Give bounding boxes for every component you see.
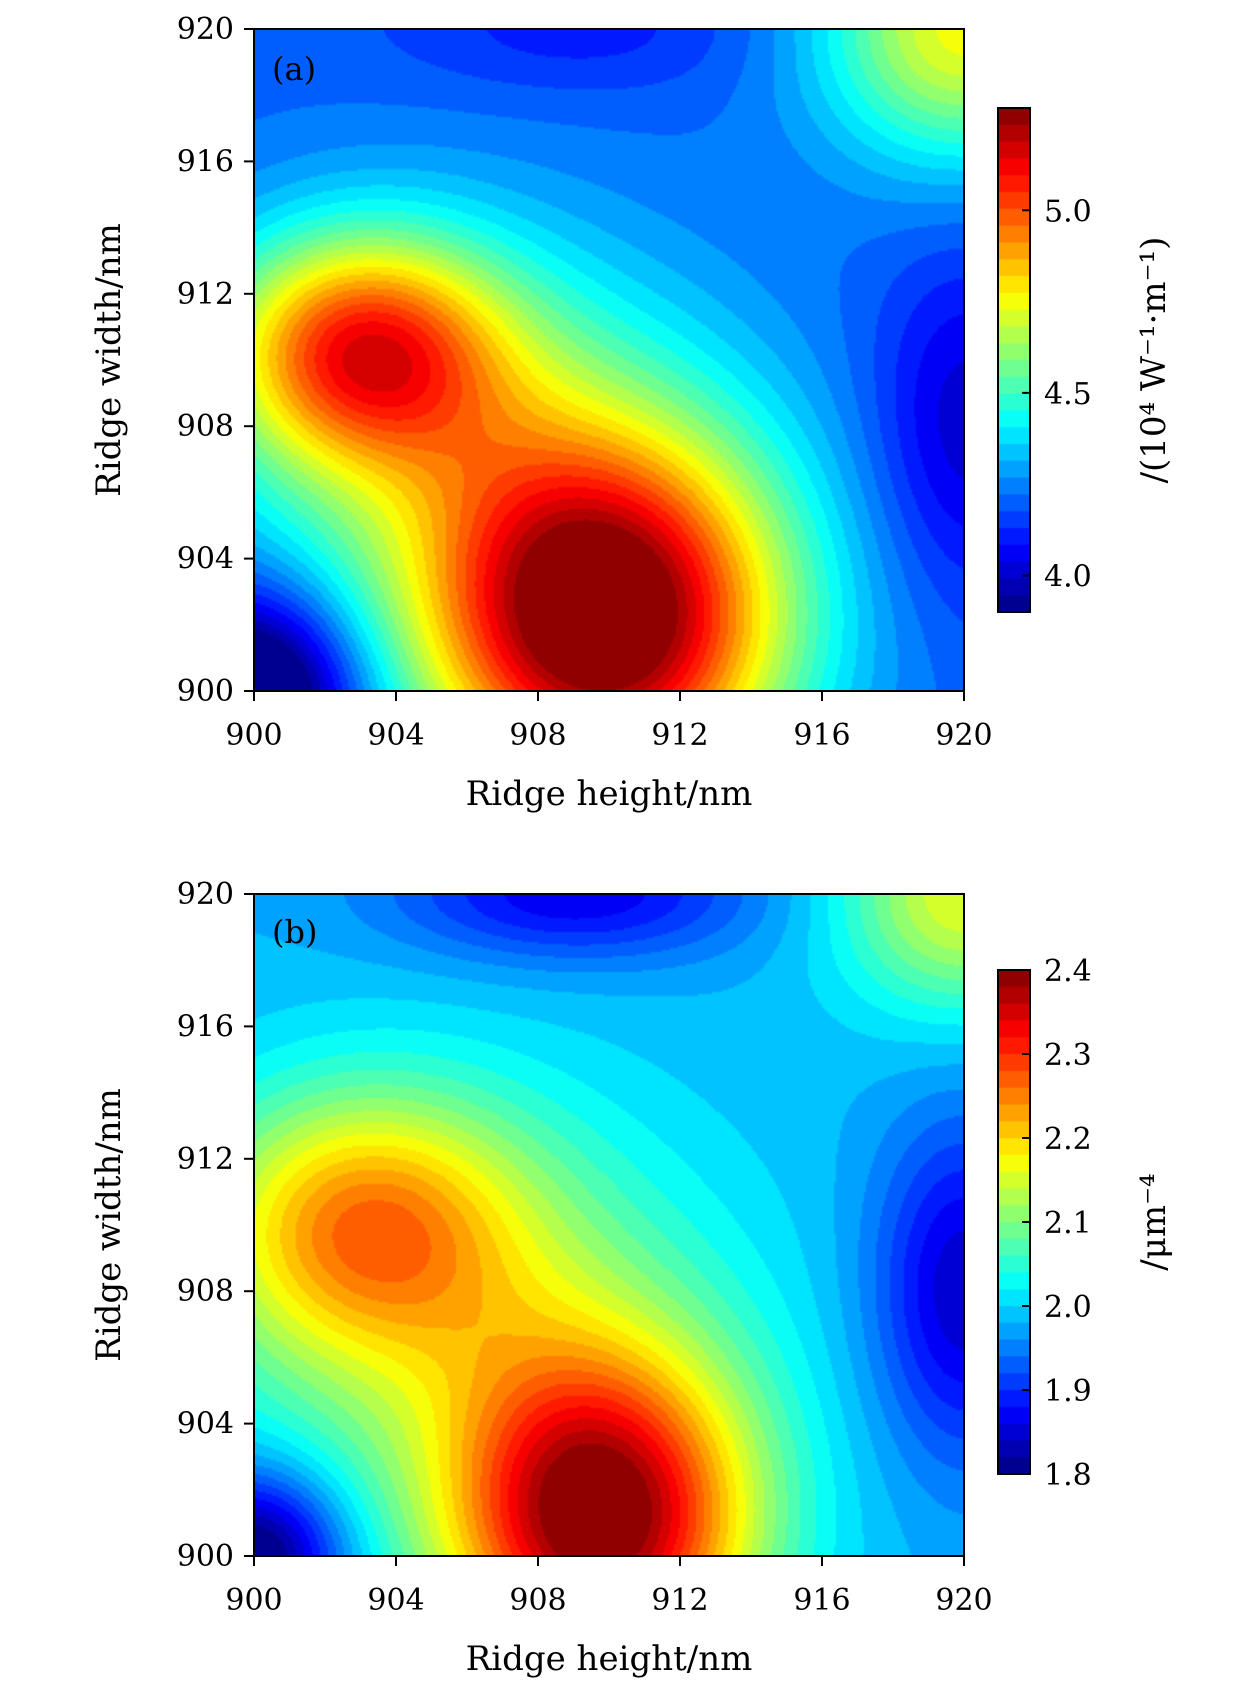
x-tick-label: 920 <box>935 718 992 753</box>
colorbar-tick-label: 4.5 <box>1044 377 1092 412</box>
colorbar-a <box>998 108 1030 612</box>
colorbar-tick-label: 1.9 <box>1044 1374 1092 1409</box>
y-ticks-a: 900 904 908 912 916 920 <box>177 12 254 709</box>
x-tick-label: 912 <box>651 1583 708 1618</box>
colorbar-tick-label: 2.2 <box>1044 1122 1092 1157</box>
y-tick-label: 900 <box>177 674 234 709</box>
colorbar-label-a: /(10⁴ W⁻¹·m⁻¹) <box>1134 237 1174 484</box>
y-tick-label: 912 <box>177 1142 234 1177</box>
panel-b: (b) 900 904 908 912 916 920 900 904 908 912 916 92… <box>89 877 1174 1679</box>
x-tick-label: 908 <box>509 718 566 753</box>
colorbar-tick-label: 1.8 <box>1044 1458 1092 1493</box>
plot-frame-b <box>253 893 965 1557</box>
colorbar-ticks-a: 4.0 4.5 5.0 <box>1022 194 1092 594</box>
colorbar-tick-label: 4.0 <box>1044 559 1092 594</box>
heatmap-b <box>254 894 964 1556</box>
x-axis-label-a: Ridge height/nm <box>466 774 753 814</box>
x-tick-label: 908 <box>509 1583 566 1618</box>
colorbar-tick-label: 5.0 <box>1044 194 1092 229</box>
colorbar-frame-a <box>997 107 1031 613</box>
colorbar-tick-label: 2.1 <box>1044 1206 1092 1241</box>
x-tick-label: 900 <box>225 718 282 753</box>
x-tick-label: 904 <box>367 718 424 753</box>
x-tick-label: 916 <box>793 1583 850 1618</box>
plot-frame-a <box>253 28 965 692</box>
y-tick-label: 904 <box>177 1407 234 1442</box>
x-axis-label-b: Ridge height/nm <box>466 1639 753 1679</box>
y-tick-label: 920 <box>177 12 234 47</box>
x-ticks-b: 900 904 908 912 916 920 <box>225 1556 993 1618</box>
y-tick-label: 916 <box>177 144 234 179</box>
colorbar-label-b: /μm⁻⁴ <box>1134 1173 1174 1270</box>
y-ticks-b: 900 904 908 912 916 920 <box>177 877 254 1574</box>
heatmap-a <box>254 29 964 691</box>
y-tick-label: 900 <box>177 1539 234 1574</box>
x-tick-label: 916 <box>793 718 850 753</box>
x-tick-label: 904 <box>367 1583 424 1618</box>
x-tick-label: 900 <box>225 1583 282 1618</box>
panel-label-a: (a) <box>272 50 316 88</box>
colorbar-tick-label: 2.0 <box>1044 1290 1092 1325</box>
panel-a: (a) 900 904 908 912 916 920 900 904 908 912 916 92… <box>89 12 1174 814</box>
y-tick-label: 916 <box>177 1009 234 1044</box>
y-tick-label: 908 <box>177 1274 234 1309</box>
y-axis-label-b: Ridge width/nm <box>89 1088 129 1362</box>
y-tick-label: 904 <box>177 542 234 577</box>
y-tick-label: 912 <box>177 277 234 312</box>
x-tick-label: 912 <box>651 718 708 753</box>
colorbar-ticks-b: 1.8 1.9 2.0 2.1 2.2 2.3 2.4 <box>1022 954 1092 1493</box>
y-tick-label: 908 <box>177 409 234 444</box>
y-axis-label-a: Ridge width/nm <box>89 223 129 497</box>
x-ticks-a: 900 904 908 912 916 920 <box>225 691 993 753</box>
x-tick-label: 920 <box>935 1583 992 1618</box>
colorbar-tick-label: 2.3 <box>1044 1038 1092 1073</box>
colorbar-tick-label: 2.4 <box>1044 954 1092 989</box>
panel-label-b: (b) <box>272 913 317 951</box>
y-tick-label: 920 <box>177 877 234 912</box>
